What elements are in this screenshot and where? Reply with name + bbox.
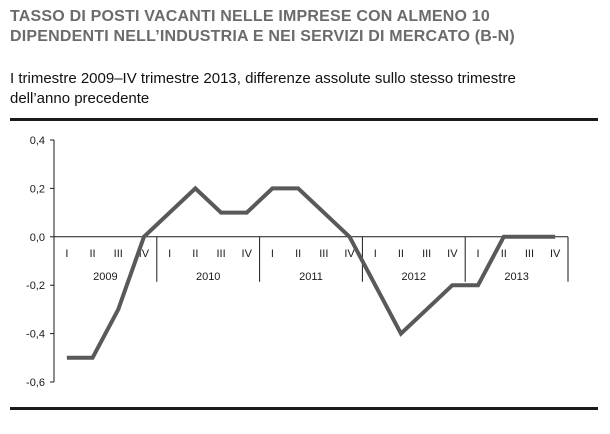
x-tick-label-quarter: I [65, 248, 68, 260]
x-tick-label-year: 2011 [299, 271, 323, 283]
x-tick-label-quarter: I [477, 248, 480, 260]
x-tick-label-quarter: IV [242, 248, 253, 260]
series-line [66, 185, 556, 360]
x-tick-label-quarter: I [374, 248, 377, 260]
chart-title-line-2: DIPENDENTI NELL’INDUSTRIA E NEI SERVIZI … [10, 28, 515, 45]
y-tick-label: 0,0 [30, 232, 45, 244]
chart-subtitle: I trimestre 2009–IV trimestre 2013, diff… [10, 69, 600, 109]
x-tick-label-year: 2009 [93, 271, 117, 283]
x-tick-label-quarter: III [422, 248, 431, 260]
y-tick-label: -0,2 [26, 280, 45, 292]
x-tick-label-quarter: IV [550, 248, 561, 260]
x-tick-label-quarter: IV [139, 248, 150, 260]
x-tick-label-quarter: I [271, 248, 274, 260]
x-tick-label-year: 2012 [402, 271, 426, 283]
y-tick-label: 0,4 [30, 135, 45, 147]
x-tick-label-quarter: IV [344, 248, 355, 260]
y-tick-label: -0,6 [26, 377, 45, 389]
y-tick-label: 0,2 [30, 183, 45, 195]
x-tick-label-quarter: III [319, 248, 328, 260]
y-tick-label: -0,4 [26, 329, 45, 341]
x-tick-label-year: 2010 [196, 271, 220, 283]
x-tick-label-quarter: I [168, 248, 171, 260]
x-tick-label-quarter: III [216, 248, 225, 260]
top-rule [10, 118, 598, 121]
x-tick-label-quarter: II [398, 248, 404, 260]
x-tick-label-quarter: III [525, 248, 534, 260]
x-tick-label-quarter: II [192, 248, 198, 260]
x-tick-label-quarter: II [501, 248, 507, 260]
chart-subtitle-line-1: I trimestre 2009–IV trimestre 2013, diff… [10, 70, 516, 87]
chart-title-line-1: TASSO DI POSTI VACANTI NELLE IMPRESE CON… [10, 8, 490, 25]
bottom-rule [10, 407, 598, 410]
x-tick-label-quarter: III [114, 248, 123, 260]
chart-title: TASSO DI POSTI VACANTI NELLE IMPRESE CON… [10, 7, 600, 47]
x-tick-label-quarter: II [295, 248, 301, 260]
x-tick-label-quarter: II [89, 248, 95, 260]
x-tick-label-quarter: IV [447, 248, 458, 260]
x-tick-label-year: 2013 [504, 271, 528, 283]
chart-subtitle-line-2: dell’anno precedente [10, 90, 150, 107]
